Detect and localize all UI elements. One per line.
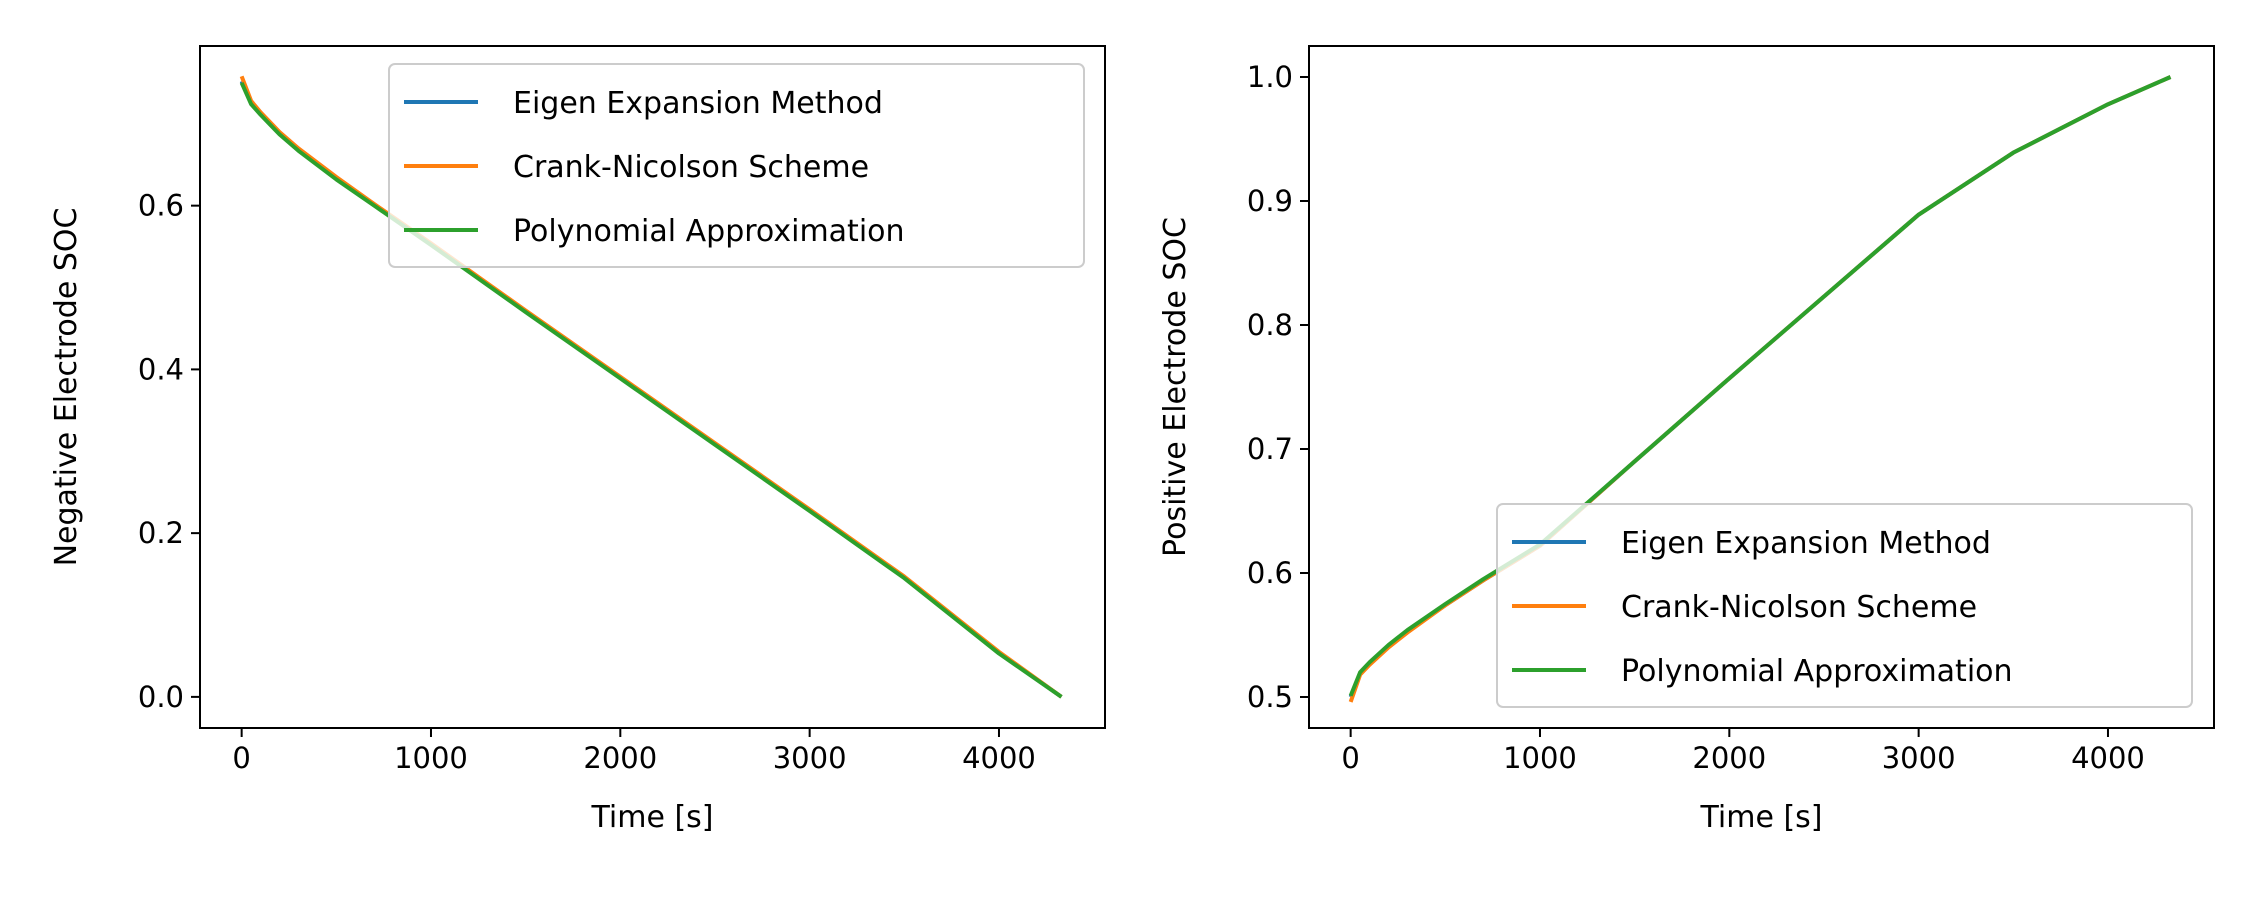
x-tick-label: 3000 bbox=[773, 741, 847, 775]
y-tick-label: 0.2 bbox=[138, 516, 184, 550]
y-axis-label: Positive Electrode SOC bbox=[1158, 217, 1193, 557]
legend-label-0: Eigen Expansion Method bbox=[513, 86, 883, 121]
chart-negative-electrode: 0 1000 2000 3000 4000 0.0 0.2 0.4 0.6 Time [s] Neg… bbox=[49, 45, 1106, 835]
chart-positive-electrode: 0 1000 2000 3000 4000 0.5 0.6 0.7 0.8 0.9 1.0 Time … bbox=[1158, 45, 2215, 835]
legend-label-2: Polynomial Approximation bbox=[1621, 654, 2013, 689]
y-tick-label: 0.6 bbox=[1247, 556, 1293, 590]
x-tick-label: 2000 bbox=[1692, 741, 1766, 775]
y-tick-label: 0.4 bbox=[138, 352, 184, 386]
y-tick-label: 0.5 bbox=[1247, 680, 1293, 714]
x-tick-label: 3000 bbox=[1882, 741, 1956, 775]
x-tick-label: 4000 bbox=[962, 741, 1036, 775]
x-axis-label: Time [s] bbox=[591, 800, 714, 835]
y-tick-label: 0.9 bbox=[1247, 184, 1293, 218]
legend-label-0: Eigen Expansion Method bbox=[1621, 526, 1991, 561]
x-tick-label: 1000 bbox=[1503, 741, 1577, 775]
x-tick-label: 0 bbox=[1341, 741, 1359, 775]
y-tick-label: 0.0 bbox=[138, 680, 184, 714]
x-tick-label: 0 bbox=[232, 741, 250, 775]
y-tick-label: 0.7 bbox=[1247, 432, 1293, 466]
y-axis-label: Negative Electrode SOC bbox=[49, 208, 84, 567]
legend-box bbox=[1496, 503, 2193, 708]
x-tick-label: 4000 bbox=[2071, 741, 2145, 775]
x-tick-label: 1000 bbox=[394, 741, 468, 775]
y-tick-label: 0.6 bbox=[138, 189, 184, 223]
legend-label-1: Crank-Nicolson Scheme bbox=[1621, 590, 1977, 625]
legend-label-1: Crank-Nicolson Scheme bbox=[513, 150, 869, 185]
x-tick-label: 2000 bbox=[583, 741, 657, 775]
legend-box bbox=[388, 63, 1085, 268]
x-axis-label: Time [s] bbox=[1700, 800, 1823, 835]
legend-label-2: Polynomial Approximation bbox=[513, 214, 905, 249]
y-tick-label: 0.8 bbox=[1247, 308, 1293, 342]
y-tick-label: 1.0 bbox=[1247, 60, 1293, 94]
